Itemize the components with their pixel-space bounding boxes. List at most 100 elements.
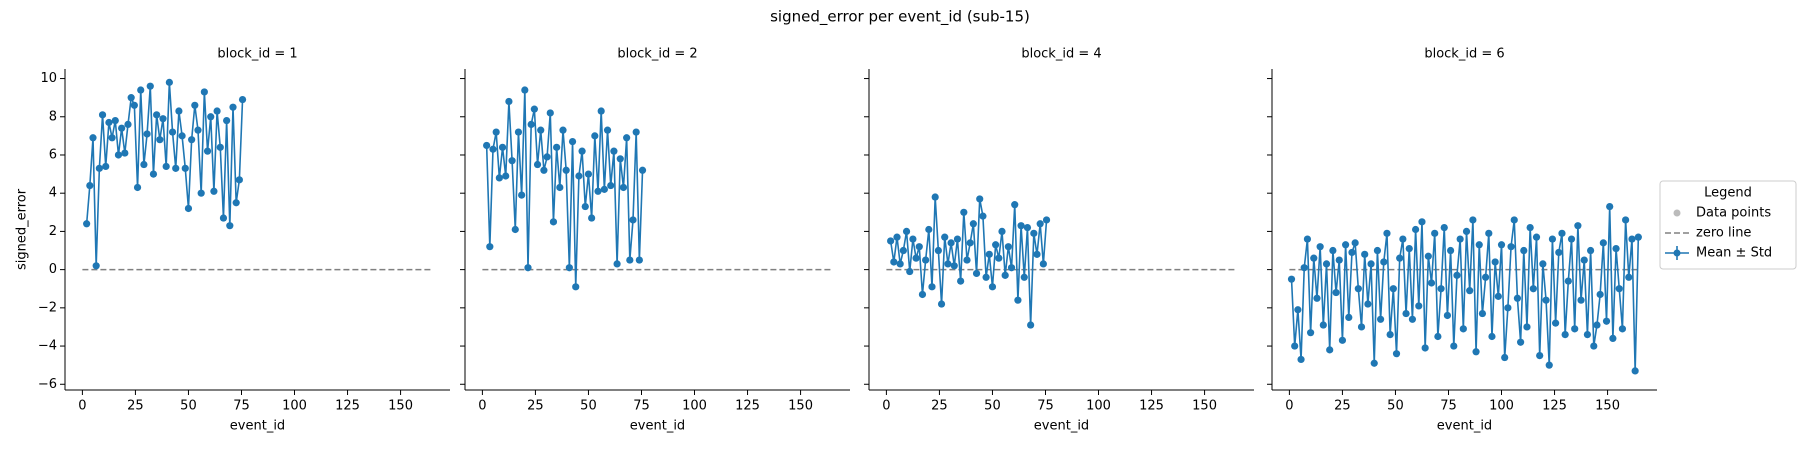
- mean-point: [594, 187, 602, 195]
- mean-point: [137, 86, 145, 94]
- mean-point: [1602, 317, 1611, 325]
- mean-point: [1462, 227, 1471, 236]
- mean-point: [887, 237, 895, 245]
- mean-point: [559, 126, 567, 134]
- mean-point: [1539, 260, 1547, 268]
- x-tick-label: 0: [478, 399, 486, 414]
- mean-point: [1392, 350, 1401, 358]
- mean-point: [985, 250, 993, 258]
- mean-point: [537, 126, 545, 134]
- mean-point: [944, 260, 952, 268]
- x-axis-label: event_id: [230, 419, 285, 434]
- y-tick-label: 6: [49, 147, 57, 162]
- mean-point: [1386, 330, 1394, 339]
- mean-point: [1415, 302, 1423, 310]
- mean-point: [89, 134, 97, 142]
- mean-point: [1383, 229, 1391, 237]
- mean-point: [899, 246, 907, 255]
- mean-point: [1418, 218, 1426, 226]
- mean-point: [191, 101, 199, 109]
- mean-point: [495, 174, 503, 182]
- mean-point: [200, 88, 208, 96]
- mean-point: [1319, 321, 1327, 329]
- mean-point: [629, 216, 637, 224]
- mean-point: [1583, 330, 1592, 339]
- mean-point: [1587, 246, 1595, 255]
- mean-point: [1345, 313, 1353, 321]
- mean-point: [1351, 239, 1359, 247]
- mean-point: [1450, 342, 1458, 350]
- mean-point: [922, 256, 930, 264]
- mean-point: [184, 204, 193, 213]
- mean-point: [1322, 260, 1331, 268]
- mean-point: [1523, 323, 1531, 331]
- mean-point: [597, 107, 605, 115]
- mean-point: [492, 128, 500, 136]
- mean-point: [893, 233, 901, 241]
- legend-swatch: [1673, 209, 1681, 217]
- mean-point: [565, 264, 573, 272]
- mean-point: [1580, 256, 1588, 264]
- mean-point: [95, 164, 103, 172]
- mean-point: [1488, 332, 1496, 341]
- mean-point: [1361, 250, 1369, 258]
- mean-point: [1606, 202, 1614, 211]
- mean-point: [1408, 315, 1417, 323]
- mean-point: [1574, 222, 1582, 230]
- mean-point: [1482, 273, 1490, 281]
- mean-point: [172, 164, 180, 172]
- mean-point: [1558, 229, 1566, 237]
- mean-point: [890, 258, 898, 266]
- mean-point: [1437, 285, 1445, 293]
- mean-point: [1354, 285, 1362, 293]
- x-tick-label: 75: [233, 399, 250, 414]
- x-tick-label: 125: [735, 399, 760, 414]
- y-tick-label: 2: [49, 224, 57, 239]
- mean-point: [1494, 292, 1502, 300]
- mean-point: [521, 86, 529, 94]
- mean-point: [610, 147, 618, 155]
- mean-point: [92, 262, 100, 270]
- panel-title: block_id = 2: [617, 47, 697, 62]
- mean-point: [1367, 260, 1375, 268]
- mean-point: [1020, 273, 1028, 281]
- x-tick-label: 25: [127, 399, 144, 414]
- mean-point: [1329, 246, 1337, 255]
- mean-point: [1513, 294, 1522, 302]
- mean-point: [909, 235, 917, 243]
- series-line: [1290, 206, 1640, 371]
- mean-point: [1412, 225, 1420, 234]
- mean-point: [912, 254, 920, 262]
- mean-point: [1300, 264, 1308, 272]
- mean-point: [896, 260, 904, 268]
- mean-point: [982, 273, 990, 281]
- x-tick-label: 100: [1489, 399, 1514, 414]
- mean-point: [486, 243, 494, 251]
- mean-point: [540, 166, 548, 174]
- mean-point: [638, 166, 647, 174]
- legend-label: Mean ± Std: [1696, 246, 1772, 261]
- mean-point: [1310, 254, 1318, 262]
- mean-point: [140, 160, 148, 169]
- mean-point: [619, 183, 628, 192]
- mean-point: [1030, 229, 1038, 237]
- x-tick-label: 150: [388, 399, 413, 414]
- mean-point: [1577, 296, 1585, 304]
- mean-point: [607, 181, 615, 190]
- mean-point: [1497, 241, 1506, 249]
- mean-point: [1004, 243, 1012, 251]
- mean-point: [235, 176, 243, 184]
- mean-point: [165, 78, 173, 86]
- x-axis-label: event_id: [1437, 419, 1492, 434]
- legend-label: zero line: [1696, 226, 1751, 241]
- mean-point: [1625, 273, 1633, 281]
- mean-point: [229, 103, 237, 111]
- mean-point: [1501, 353, 1509, 362]
- mean-point: [143, 130, 151, 138]
- x-tick-label: 150: [1192, 399, 1217, 414]
- mean-point: [1370, 359, 1378, 367]
- mean-point: [1609, 334, 1617, 343]
- mean-point: [1373, 246, 1382, 255]
